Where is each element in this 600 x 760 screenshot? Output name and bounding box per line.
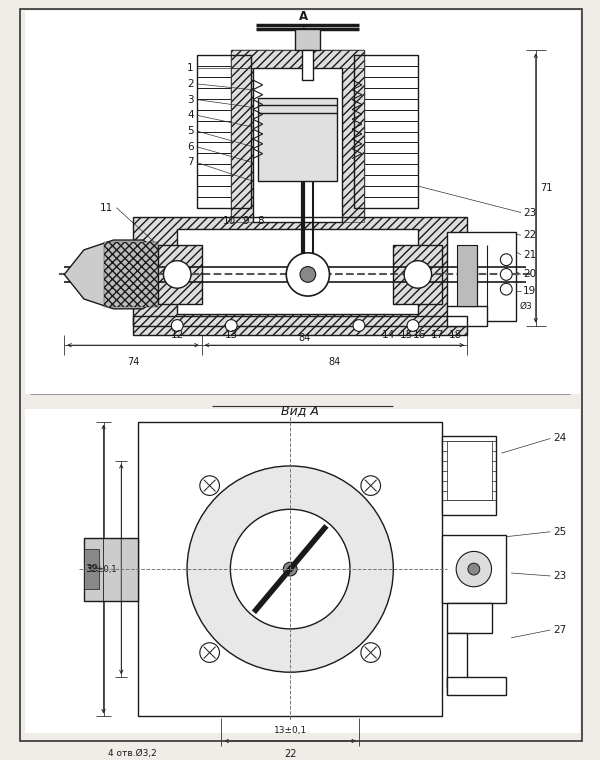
Bar xyxy=(133,315,467,335)
Text: 22: 22 xyxy=(523,230,536,240)
Bar xyxy=(394,245,442,304)
Bar xyxy=(448,442,491,500)
Text: 19: 19 xyxy=(523,286,536,296)
Bar xyxy=(448,603,491,633)
Bar xyxy=(457,245,477,306)
Text: 32±0,1: 32±0,1 xyxy=(86,565,118,574)
Circle shape xyxy=(172,320,183,331)
Text: 84: 84 xyxy=(328,357,341,367)
Bar xyxy=(25,409,580,733)
Text: 3: 3 xyxy=(187,94,194,105)
Text: 2: 2 xyxy=(187,79,194,89)
Text: 4 отв.Ø3,2: 4 отв.Ø3,2 xyxy=(109,749,157,758)
Text: 6: 6 xyxy=(187,142,194,152)
Circle shape xyxy=(230,509,350,629)
Bar xyxy=(25,11,580,394)
Bar xyxy=(258,97,337,181)
Bar xyxy=(295,29,320,50)
Circle shape xyxy=(500,254,512,265)
Text: 1: 1 xyxy=(187,63,194,73)
Text: 84: 84 xyxy=(299,333,311,344)
Bar xyxy=(84,537,138,600)
Circle shape xyxy=(163,261,191,288)
Text: 4: 4 xyxy=(187,110,194,120)
Circle shape xyxy=(187,466,394,672)
Bar xyxy=(442,436,496,515)
Circle shape xyxy=(283,562,297,576)
Bar xyxy=(231,50,253,223)
Bar xyxy=(158,245,202,304)
Text: 39: 39 xyxy=(85,564,98,574)
Bar xyxy=(448,677,506,695)
Text: 17: 17 xyxy=(431,331,444,340)
Circle shape xyxy=(500,268,512,280)
Circle shape xyxy=(468,563,480,575)
Bar xyxy=(197,55,251,207)
Circle shape xyxy=(200,476,220,496)
Text: 12: 12 xyxy=(170,331,184,340)
Text: 21: 21 xyxy=(523,250,536,260)
Bar xyxy=(158,245,202,304)
Text: Ø3: Ø3 xyxy=(520,302,533,310)
Text: 9: 9 xyxy=(242,216,249,226)
Bar xyxy=(253,68,342,223)
Circle shape xyxy=(361,476,380,496)
Text: 10: 10 xyxy=(223,216,236,226)
Bar xyxy=(177,230,418,314)
Bar xyxy=(302,50,313,80)
Bar xyxy=(133,217,467,325)
Text: 24: 24 xyxy=(553,433,566,443)
Circle shape xyxy=(500,283,512,295)
Text: 27: 27 xyxy=(553,625,566,635)
Text: 74: 74 xyxy=(127,357,139,367)
Bar xyxy=(104,242,158,307)
Bar xyxy=(231,50,364,68)
Text: 22: 22 xyxy=(284,749,296,758)
Bar xyxy=(84,549,98,589)
Circle shape xyxy=(226,320,237,331)
Bar xyxy=(442,535,506,603)
Circle shape xyxy=(200,643,220,663)
Text: Вид А: Вид А xyxy=(281,404,319,417)
Text: 11: 11 xyxy=(100,203,113,213)
Bar xyxy=(394,245,442,304)
Circle shape xyxy=(286,253,329,296)
Bar xyxy=(354,55,418,207)
Text: А: А xyxy=(299,10,308,23)
Text: 7: 7 xyxy=(187,157,194,167)
Bar xyxy=(448,233,516,321)
Circle shape xyxy=(361,643,380,663)
Text: 14: 14 xyxy=(382,331,395,340)
Text: 16: 16 xyxy=(413,331,427,340)
Text: 23: 23 xyxy=(553,571,566,581)
Bar xyxy=(448,306,487,325)
Bar xyxy=(231,50,364,223)
Text: 8: 8 xyxy=(257,216,264,226)
Bar xyxy=(138,422,442,717)
Polygon shape xyxy=(64,240,158,309)
Text: 18: 18 xyxy=(449,331,462,340)
Text: 13: 13 xyxy=(224,331,238,340)
Circle shape xyxy=(404,261,431,288)
Text: 25: 25 xyxy=(553,527,566,537)
Bar xyxy=(133,217,467,325)
Circle shape xyxy=(456,552,491,587)
Text: 13±0,1: 13±0,1 xyxy=(274,726,307,735)
Text: 20: 20 xyxy=(523,270,536,280)
Text: 15: 15 xyxy=(400,331,413,340)
Bar xyxy=(133,315,467,335)
Bar xyxy=(448,633,467,687)
Text: 71: 71 xyxy=(541,183,553,193)
Circle shape xyxy=(300,267,316,282)
Bar xyxy=(342,50,364,223)
Text: 5: 5 xyxy=(187,126,194,136)
Circle shape xyxy=(353,320,365,331)
Text: 23: 23 xyxy=(523,207,536,217)
Circle shape xyxy=(407,320,419,331)
